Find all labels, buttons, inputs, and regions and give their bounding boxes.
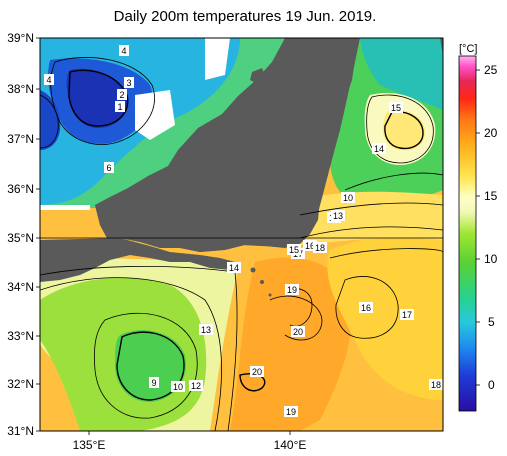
contour-label: 10	[171, 381, 185, 392]
svg-text:135°E: 135°E	[73, 438, 106, 452]
contour-label: 13	[331, 210, 345, 221]
svg-text:32°N: 32°N	[7, 377, 34, 391]
svg-text:4: 4	[46, 75, 51, 85]
contour-label: 20	[250, 366, 264, 377]
cold-core-1	[66, 68, 129, 128]
eastern-warm-area	[327, 233, 443, 400]
izu-island	[250, 267, 256, 273]
contour-label: 16	[359, 302, 373, 313]
svg-text:19: 19	[286, 407, 296, 417]
contour-label: 14	[227, 262, 241, 273]
hokkaido-land	[440, 38, 443, 55]
colorbar: [°C] 25 20 15 10 5 0	[458, 43, 498, 412]
svg-text:37°N: 37°N	[7, 132, 34, 146]
sado-island	[250, 68, 266, 84]
svg-text:13: 13	[201, 325, 211, 335]
contour-label: 17	[400, 309, 414, 320]
tohoku-coldest	[360, 38, 443, 110]
svg-text:19: 19	[287, 285, 297, 295]
svg-text:0: 0	[488, 378, 495, 392]
contour-label: 18	[313, 242, 327, 253]
contour-label: 13	[199, 324, 213, 335]
svg-text:4: 4	[121, 46, 126, 56]
svg-text:31°N: 31°N	[7, 424, 34, 438]
kuroshio-core	[230, 257, 352, 431]
svg-text:17: 17	[402, 310, 412, 320]
svg-text:16: 16	[361, 303, 371, 313]
svg-text:25: 25	[484, 63, 498, 77]
cold-eddy-core	[115, 330, 186, 402]
svg-text:20: 20	[252, 367, 262, 377]
svg-text:15: 15	[484, 189, 498, 203]
svg-text:6: 6	[106, 163, 111, 173]
lat-ticks	[36, 37, 40, 432]
contour-label: 2	[117, 89, 127, 100]
svg-text:15: 15	[289, 245, 299, 255]
svg-text:18: 18	[431, 380, 441, 390]
cold-core-west	[40, 90, 61, 150]
svg-text:5: 5	[488, 315, 495, 329]
svg-text:3: 3	[126, 78, 131, 88]
svg-text:1: 1	[117, 102, 122, 112]
contour-label: 19	[284, 406, 298, 417]
contour-label: 14	[372, 143, 386, 154]
warm-eddy-core	[382, 109, 425, 151]
svg-text:36°N: 36°N	[7, 182, 34, 196]
contour-labels: 4 4 3 2 1 6 15 14 10 12 13 16 17 18 14 1…	[44, 45, 443, 417]
svg-text:33°N: 33°N	[7, 329, 34, 343]
svg-text:20: 20	[484, 126, 498, 140]
lon-ticks	[88, 431, 291, 435]
contour-label: 10	[341, 192, 355, 203]
izu-island	[260, 280, 264, 284]
contour-label: 20	[291, 326, 305, 337]
contour-label: 15	[287, 244, 301, 255]
svg-text:10: 10	[484, 252, 498, 266]
svg-text:14: 14	[374, 144, 384, 154]
svg-text:140°E: 140°E	[274, 438, 307, 452]
contour-label: 18	[429, 379, 443, 390]
honshu-main	[95, 38, 360, 252]
latitude-labels: 39°N 38°N 37°N 36°N 35°N 34°N 33°N 32°N …	[7, 31, 34, 438]
contour-label: 19	[285, 284, 299, 295]
svg-text:18: 18	[315, 243, 325, 253]
contour-label: 4	[119, 45, 129, 56]
svg-text:15: 15	[391, 103, 401, 113]
contour-label: 1	[115, 101, 125, 112]
contour-label: 3	[124, 77, 134, 88]
svg-text:12: 12	[191, 381, 201, 391]
svg-text:16: 16	[305, 241, 315, 251]
shikoku-kii-land	[40, 238, 235, 282]
colorbar-ticks: 25 20 15 10 5 0	[484, 63, 498, 392]
colorbar-gradient	[458, 55, 477, 412]
contour-label: 9	[149, 377, 159, 388]
izu-island	[268, 293, 272, 297]
svg-text:14: 14	[229, 263, 239, 273]
contour-label: 16	[303, 240, 317, 251]
svg-text:9: 9	[151, 378, 156, 388]
svg-text:38°N: 38°N	[7, 82, 34, 96]
map-title: Daily 200m temperatures 19 Jun. 2019.	[113, 8, 377, 25]
contour-label: 12	[189, 380, 203, 391]
isotherms	[40, 57, 443, 431]
contour-label: 4	[44, 74, 54, 85]
svg-text:35°N: 35°N	[7, 231, 34, 245]
longitude-labels: 135°E 140°E	[73, 438, 307, 452]
colorbar-unit: [°C]	[459, 43, 477, 55]
svg-text:20: 20	[293, 327, 303, 337]
missing-data	[205, 38, 230, 80]
map-frame	[39, 37, 444, 432]
svg-text:34°N: 34°N	[7, 280, 34, 294]
svg-text:10: 10	[343, 193, 353, 203]
contour-label: 6	[104, 162, 114, 173]
contour-label: 15	[389, 102, 403, 113]
svg-text:39°N: 39°N	[7, 31, 34, 45]
svg-text:13: 13	[333, 211, 343, 221]
missing-data	[135, 90, 175, 140]
svg-text:2: 2	[119, 90, 124, 100]
missing-data	[40, 205, 90, 210]
svg-text:10: 10	[173, 382, 183, 392]
